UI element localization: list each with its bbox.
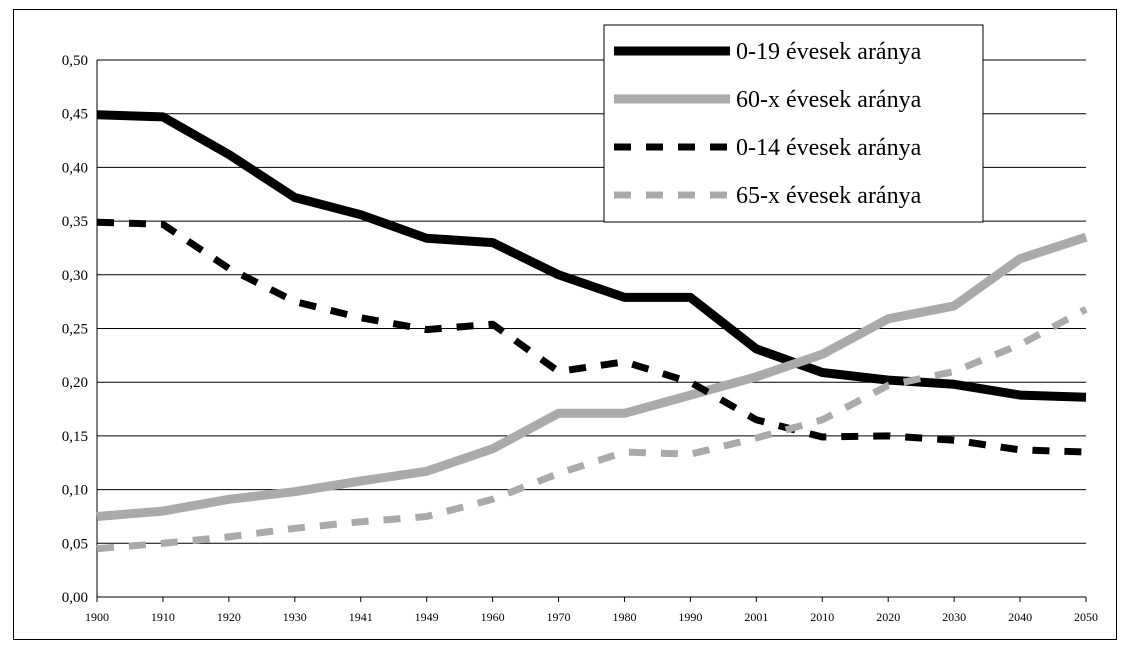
x-tick-label: 2010 bbox=[810, 610, 834, 624]
series-line-4 bbox=[97, 309, 1086, 549]
x-tick-label: 1920 bbox=[217, 610, 241, 624]
y-tick-label: 0,25 bbox=[62, 322, 88, 338]
x-tick-label: 1941 bbox=[349, 610, 373, 624]
legend-label: 0-19 évesek aránya bbox=[736, 39, 922, 65]
y-tick-label: 0,15 bbox=[62, 429, 88, 445]
y-tick-label: 0,20 bbox=[62, 375, 88, 391]
y-tick-label: 0,30 bbox=[62, 268, 88, 284]
y-tick-label: 0,45 bbox=[62, 107, 88, 123]
x-tick-label: 2050 bbox=[1074, 610, 1098, 624]
x-axis-ticks: 1900 1910 1920 1930 1941 1949 1960 1970 1980 1990… bbox=[85, 597, 1098, 624]
x-tick-label: 2040 bbox=[1008, 610, 1032, 624]
y-axis-ticks: 0,00 0,05 0,10 0,15 0,20 0,25 0,30 0,35 0,40 0,45… bbox=[62, 53, 88, 606]
y-tick-label: 0,10 bbox=[62, 483, 88, 499]
x-tick-label: 1910 bbox=[151, 610, 175, 624]
x-tick-label: 1900 bbox=[85, 610, 109, 624]
x-tick-label: 1980 bbox=[612, 610, 636, 624]
legend-label: 60-x évesek aránya bbox=[736, 87, 922, 113]
y-tick-label: 0,50 bbox=[62, 53, 88, 69]
x-tick-label: 1990 bbox=[678, 610, 702, 624]
legend: 0-19 évesek aránya 60-x évesek aránya 0-14… bbox=[604, 25, 983, 222]
y-tick-label: 0,05 bbox=[62, 536, 88, 552]
legend-label: 65-x évesek aránya bbox=[736, 183, 922, 209]
x-tick-label: 2030 bbox=[942, 610, 966, 624]
x-tick-label: 1960 bbox=[481, 610, 505, 624]
legend-label: 0-14 évesek aránya bbox=[736, 135, 922, 161]
y-tick-label: 0,40 bbox=[62, 160, 88, 176]
x-tick-label: 2001 bbox=[744, 610, 768, 624]
y-tick-label: 0,00 bbox=[62, 590, 88, 606]
x-tick-label: 1949 bbox=[415, 610, 439, 624]
x-tick-label: 1930 bbox=[283, 610, 307, 624]
y-tick-label: 0,35 bbox=[62, 214, 88, 230]
x-tick-label: 2020 bbox=[876, 610, 900, 624]
x-tick-label: 1970 bbox=[547, 610, 571, 624]
